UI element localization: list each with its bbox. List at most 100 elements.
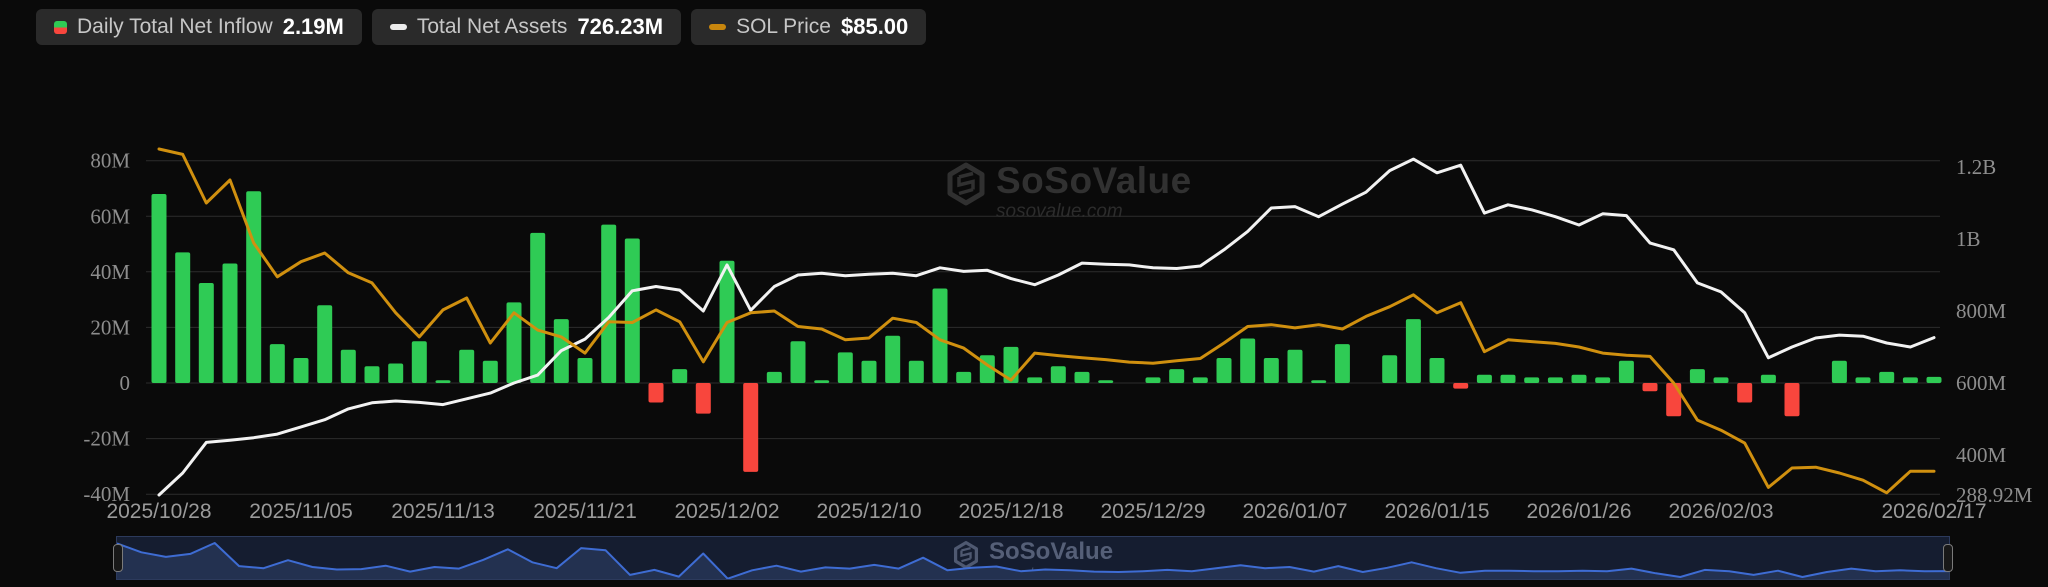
inflow-bar[interactable] [317,305,333,383]
inflow-bar[interactable] [293,358,309,383]
legend-item-daily-net-inflow[interactable]: Daily Total Net Inflow 2.19M [36,9,362,45]
inflow-bar[interactable] [790,341,806,383]
inflow-bar[interactable] [1855,377,1871,383]
inflow-bar[interactable] [1311,380,1327,383]
inflow-bar[interactable] [1287,349,1303,383]
inflow-bar[interactable] [766,371,782,383]
inflow-bar[interactable] [577,358,593,383]
inflow-bar[interactable] [837,352,853,383]
inflow-bar[interactable] [861,360,877,383]
navigator-area [117,543,1949,579]
inflow-bar[interactable] [388,363,404,384]
inflow-bar[interactable] [1689,369,1705,383]
x-axis-tick-label: 2025/11/21 [533,500,637,523]
x-axis-tick-label: 2025/12/10 [816,500,921,523]
assets-line-legend-icon [389,24,407,30]
inflow-bar[interactable] [1713,377,1729,383]
inflow-bar[interactable] [1879,371,1895,383]
x-axis-tick-label: 2026/02/17 [1881,500,1986,523]
legend-item-total-net-assets[interactable]: Total Net Assets 726.23M [371,9,682,45]
inflow-bar[interactable] [175,252,191,383]
inflow-bar[interactable] [530,232,546,383]
inflow-bar[interactable] [222,263,238,384]
legend-value: 726.23M [577,14,664,39]
x-axis-tick-label: 2026/01/07 [1242,500,1347,523]
x-axis-tick-label: 2025/11/13 [391,500,495,523]
inflow-bar[interactable] [1429,358,1445,383]
inflow-bars [151,191,1942,472]
inflow-bar[interactable] [814,380,830,383]
inflow-bar[interactable] [1382,355,1398,383]
inflow-bar[interactable] [1098,380,1114,383]
inflow-bar[interactable] [624,238,640,384]
inflow-bar[interactable] [1926,376,1942,383]
main-combo-chart[interactable]: 80M 60M 40M 20M 0 -20M -40M 1.2B 1B 800M 600M 400M 2… [0,0,2048,530]
right-axis-tick-label: 1B [1956,227,1981,251]
inflow-bar[interactable] [1169,369,1185,383]
right-axis-tick-label: 1.2B [1956,155,1996,179]
inflow-bar[interactable] [1240,338,1256,384]
inflow-bar[interactable] [956,371,972,383]
inflow-bar[interactable] [932,288,948,384]
inflow-bar[interactable] [1263,358,1279,383]
inflow-bar[interactable] [1500,374,1516,383]
inflow-bar[interactable] [1524,377,1540,383]
inflow-bar[interactable] [601,224,617,383]
right-axis-tick-label: 400M [1956,443,2007,467]
inflow-bar[interactable] [269,344,285,383]
inflow-bar[interactable] [1453,383,1469,389]
inflow-bar-legend-icon [54,20,67,34]
inflow-bar[interactable] [435,380,451,383]
inflow-bar[interactable] [1334,344,1350,383]
legend-item-sol-price[interactable]: SOL Price $85.00 [691,9,927,45]
navigator-left-handle[interactable] [113,544,123,572]
inflow-bar[interactable] [1027,377,1043,383]
inflow-bar[interactable] [246,191,262,383]
inflow-bar[interactable] [1642,383,1658,392]
inflow-bar[interactable] [506,302,522,383]
inflow-bar[interactable] [1050,366,1066,383]
inflow-bar[interactable] [1831,360,1847,383]
inflow-bar[interactable] [1618,360,1634,383]
data-zoom-navigator[interactable]: SoSoValue sosovalue.com [113,536,1953,580]
inflow-bar[interactable] [1784,383,1800,417]
navigator-right-handle[interactable] [1943,544,1953,572]
inflow-bar[interactable] [695,383,711,414]
inflow-bar[interactable] [1902,377,1918,383]
inflow-bar[interactable] [1476,374,1492,383]
inflow-bar[interactable] [1145,377,1161,383]
legend-label: Daily Total Net Inflow [77,15,273,38]
x-axis-tick-label: 2026/01/15 [1384,500,1489,523]
left-axis-tick-label: -40M [83,482,130,506]
inflow-bar[interactable] [1595,377,1611,383]
inflow-bar[interactable] [1405,319,1421,383]
inflow-bar[interactable] [364,366,380,383]
right-axis-tick-label: 800M [1956,299,2007,323]
inflow-bar[interactable] [1547,377,1563,383]
inflow-bar[interactable] [151,194,167,383]
navigator-line [117,542,1949,579]
inflow-bar[interactable] [1737,383,1753,403]
x-axis-tick-label: 2025/12/29 [1100,500,1205,523]
inflow-bar[interactable] [1074,371,1090,383]
inflow-bar[interactable] [459,349,475,383]
inflow-bar[interactable] [1192,377,1208,383]
inflow-bar[interactable] [1666,383,1682,417]
inflow-bar[interactable] [743,383,759,472]
inflow-bar[interactable] [1571,374,1587,383]
inflow-bar[interactable] [411,341,427,383]
x-axis-tick-label: 2026/01/26 [1526,500,1631,523]
inflow-bar[interactable] [482,360,498,383]
inflow-bar[interactable] [340,349,356,383]
inflow-bar[interactable] [198,283,214,383]
navigator-mini-chart[interactable] [117,537,1949,579]
x-axis-tick-label: 2025/12/02 [674,500,779,523]
inflow-bar[interactable] [672,369,688,383]
inflow-bar[interactable] [908,360,924,383]
inflow-bar[interactable] [1760,374,1776,383]
inflow-bar[interactable] [1216,358,1232,383]
total-net-assets-line [157,157,1936,497]
inflow-bar[interactable] [648,383,664,403]
inflow-bar[interactable] [885,335,901,383]
